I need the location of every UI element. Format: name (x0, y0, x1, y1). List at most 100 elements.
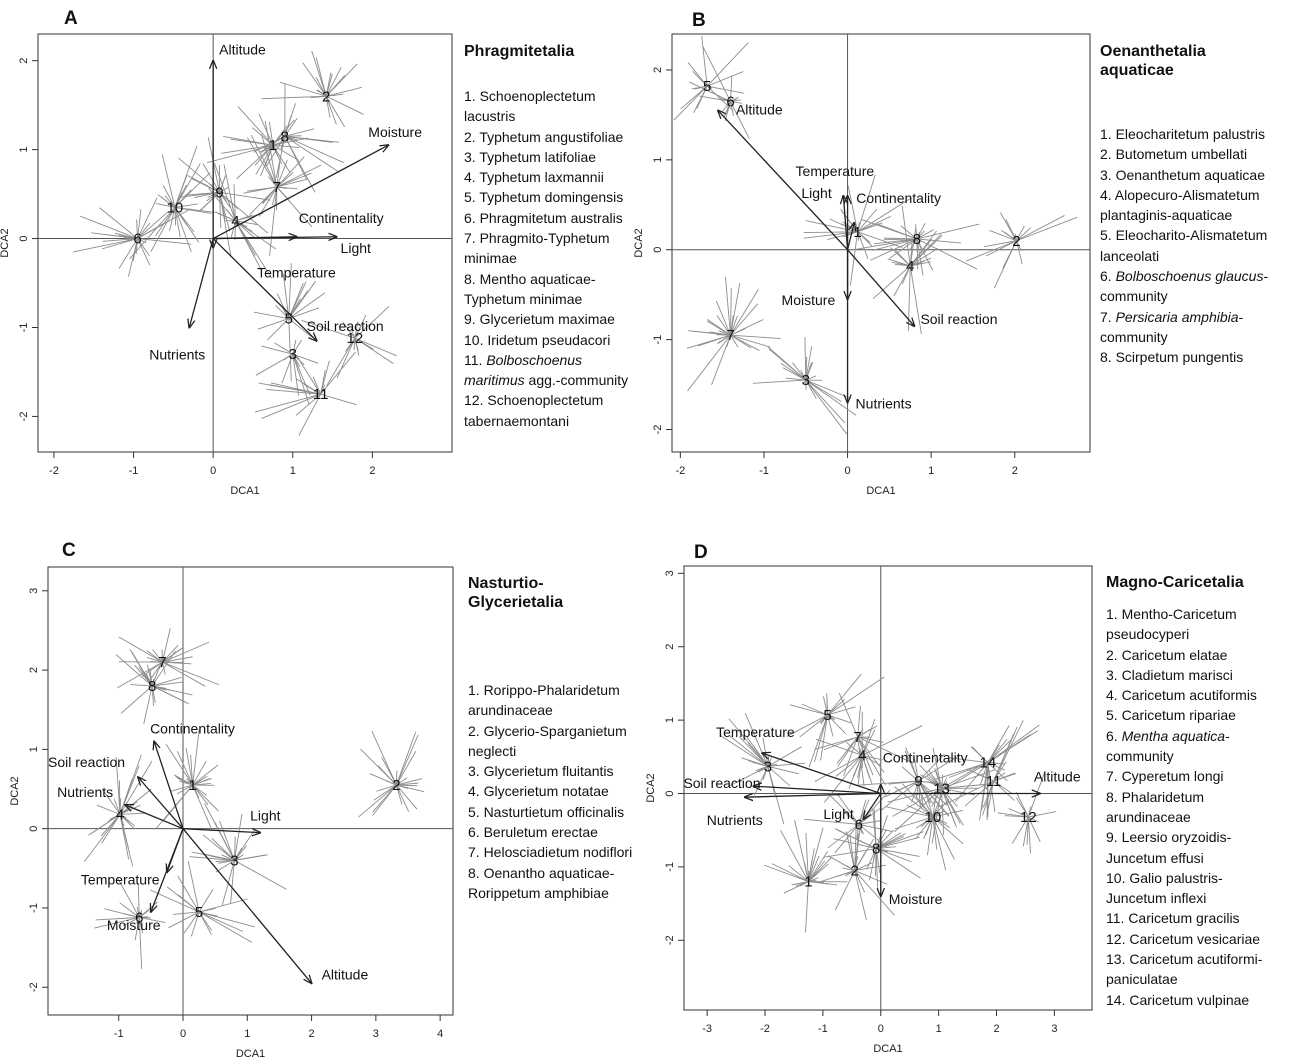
spider-line (905, 747, 919, 782)
spider-line (138, 917, 144, 934)
spider-line (261, 134, 278, 188)
spider-group (177, 137, 271, 258)
panel-d-legend-title: Magno-Caricetalia (1106, 574, 1244, 591)
spider-line (932, 799, 950, 818)
spider-line (808, 863, 829, 882)
vector-arrow (847, 249, 915, 326)
vector-arrow (212, 238, 317, 341)
spider-line (838, 692, 859, 738)
spider-line (198, 911, 253, 943)
spider-line (802, 379, 807, 385)
spider-line (192, 760, 207, 786)
spider-line (862, 725, 923, 756)
legend-item: 3. Typhetum latifoliae (464, 148, 597, 165)
spider-line (276, 178, 308, 188)
spider-line (296, 354, 322, 395)
x-tick-label: -2 (675, 465, 685, 477)
spider-line (876, 223, 918, 240)
spider-line (325, 96, 337, 125)
spider-line (984, 240, 1017, 248)
spider-line (221, 854, 235, 861)
spider-line (396, 777, 408, 786)
spider-line (386, 780, 397, 786)
spider-line (814, 754, 863, 782)
spider-line (883, 238, 917, 241)
spider-line (730, 99, 742, 102)
centroid-label: 11 (313, 386, 329, 403)
spider-line (842, 867, 855, 872)
x-axis-title: DCA1 (230, 485, 259, 497)
spider-line (237, 106, 274, 146)
spider-line (808, 857, 832, 882)
spider-line (325, 96, 331, 118)
vector-label: Soil reaction (307, 318, 384, 334)
spider-line (177, 875, 200, 913)
legend-item: 7. Helosciadietum nodiflori (468, 844, 633, 861)
spider-line (183, 911, 200, 934)
spider-line (859, 780, 919, 786)
spider-line (1016, 227, 1031, 242)
spider-line (730, 96, 739, 102)
spider-group (83, 754, 153, 867)
spider-line (836, 829, 877, 849)
spider-line (854, 870, 895, 916)
spider-line (999, 212, 1017, 241)
spider-line (993, 780, 1015, 801)
spider-line (230, 860, 235, 904)
spider-line (707, 85, 745, 94)
spider-line (941, 788, 964, 826)
x-tick-label: 3 (1051, 1023, 1057, 1035)
spider-line (857, 197, 912, 233)
y-tick-label: 1 (28, 746, 40, 752)
spider-line (805, 361, 814, 381)
spider-line (396, 734, 419, 786)
spider-line (94, 917, 140, 929)
centroid-label: 5 (285, 311, 293, 328)
y-tick-label: 2 (28, 667, 40, 673)
spider-line (730, 315, 738, 336)
spider-line (219, 192, 231, 232)
spider-line (284, 135, 340, 143)
spider-line (219, 192, 232, 258)
centroid-label: 12 (347, 330, 364, 347)
x-tick-label: -2 (760, 1023, 770, 1035)
x-tick-label: 1 (928, 465, 934, 477)
legend-item: 6. Bolboschoenus glaucus-community (1100, 268, 1269, 305)
spider-line (187, 861, 200, 913)
legend-item: 8. Phalaridetum arundinaceae (1106, 788, 1205, 825)
spider-line (1026, 816, 1029, 845)
spider-line (130, 684, 153, 687)
spider-line (730, 334, 739, 348)
spider-line (876, 848, 920, 857)
spider-line (119, 902, 140, 918)
spider-line (857, 725, 878, 738)
y-tick-label: 0 (18, 235, 30, 241)
spider-line (250, 134, 278, 188)
spider-group (786, 673, 885, 768)
spider-line (336, 337, 356, 379)
spider-line (827, 699, 845, 716)
spider-line (949, 762, 988, 778)
y-tick-label: -2 (664, 935, 676, 945)
spider-line (177, 777, 193, 786)
spider-line (326, 95, 364, 115)
legend-item: 8. Mentho aquaticae- Typhetum minimae (464, 270, 596, 307)
spider-line (803, 231, 858, 239)
spider-line (808, 877, 819, 882)
vector-label: Altitude (322, 966, 369, 982)
vector-arrow (846, 223, 855, 250)
spider-line (875, 815, 888, 849)
spider-line (137, 238, 192, 245)
panel-c-legend: Nasturtio- Glycerietalia 1. Rorippo-Phal… (468, 574, 668, 903)
spider-line (857, 705, 861, 738)
spider-line (928, 816, 934, 824)
spider-line (198, 911, 244, 932)
vector-label: Nutrients (149, 346, 205, 362)
centroid-label: 5 (195, 904, 203, 921)
spider-line (102, 238, 138, 242)
spider-line (192, 764, 219, 786)
vector-arrow (762, 753, 881, 795)
panel-a-plot: A-2 -1 0 1 2-2-1012DCA1DCA2AltitudeMoistureC… (0, 8, 453, 497)
spider-line (271, 186, 278, 206)
spider-line (730, 289, 759, 336)
